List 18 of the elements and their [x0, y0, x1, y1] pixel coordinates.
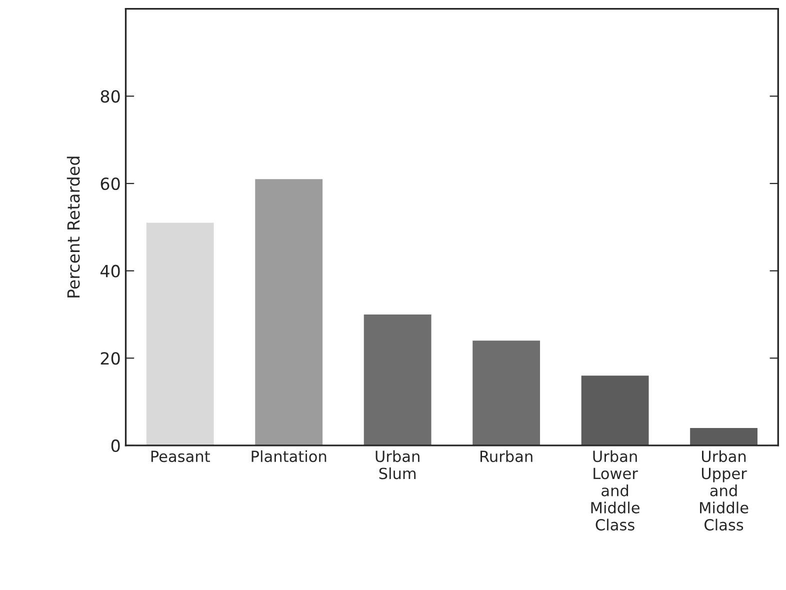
x-tick-label: Urban Slum [376, 450, 420, 480]
y-tick-label: 0 [111, 439, 120, 452]
y-tick-label: 20 [100, 352, 120, 365]
y-tick-label: 40 [100, 264, 120, 278]
y-tick-label: 60 [100, 177, 120, 190]
x-tick-label: Urban Lower and Middle Class [591, 450, 640, 531]
bar [255, 179, 323, 446]
bar [364, 314, 432, 446]
bar [146, 222, 214, 446]
y-tick-label: 80 [100, 90, 120, 103]
bar [472, 340, 540, 446]
bar [581, 376, 649, 446]
bar [690, 428, 758, 446]
x-tick-label: Plantation [252, 450, 326, 462]
y-axis-title: Percent Retarded [66, 156, 80, 298]
x-tick-label: Rurban [480, 450, 532, 462]
x-tick-label: Peasant [151, 450, 210, 462]
x-tick-label: Urban Upper and Middle Class [700, 450, 748, 531]
